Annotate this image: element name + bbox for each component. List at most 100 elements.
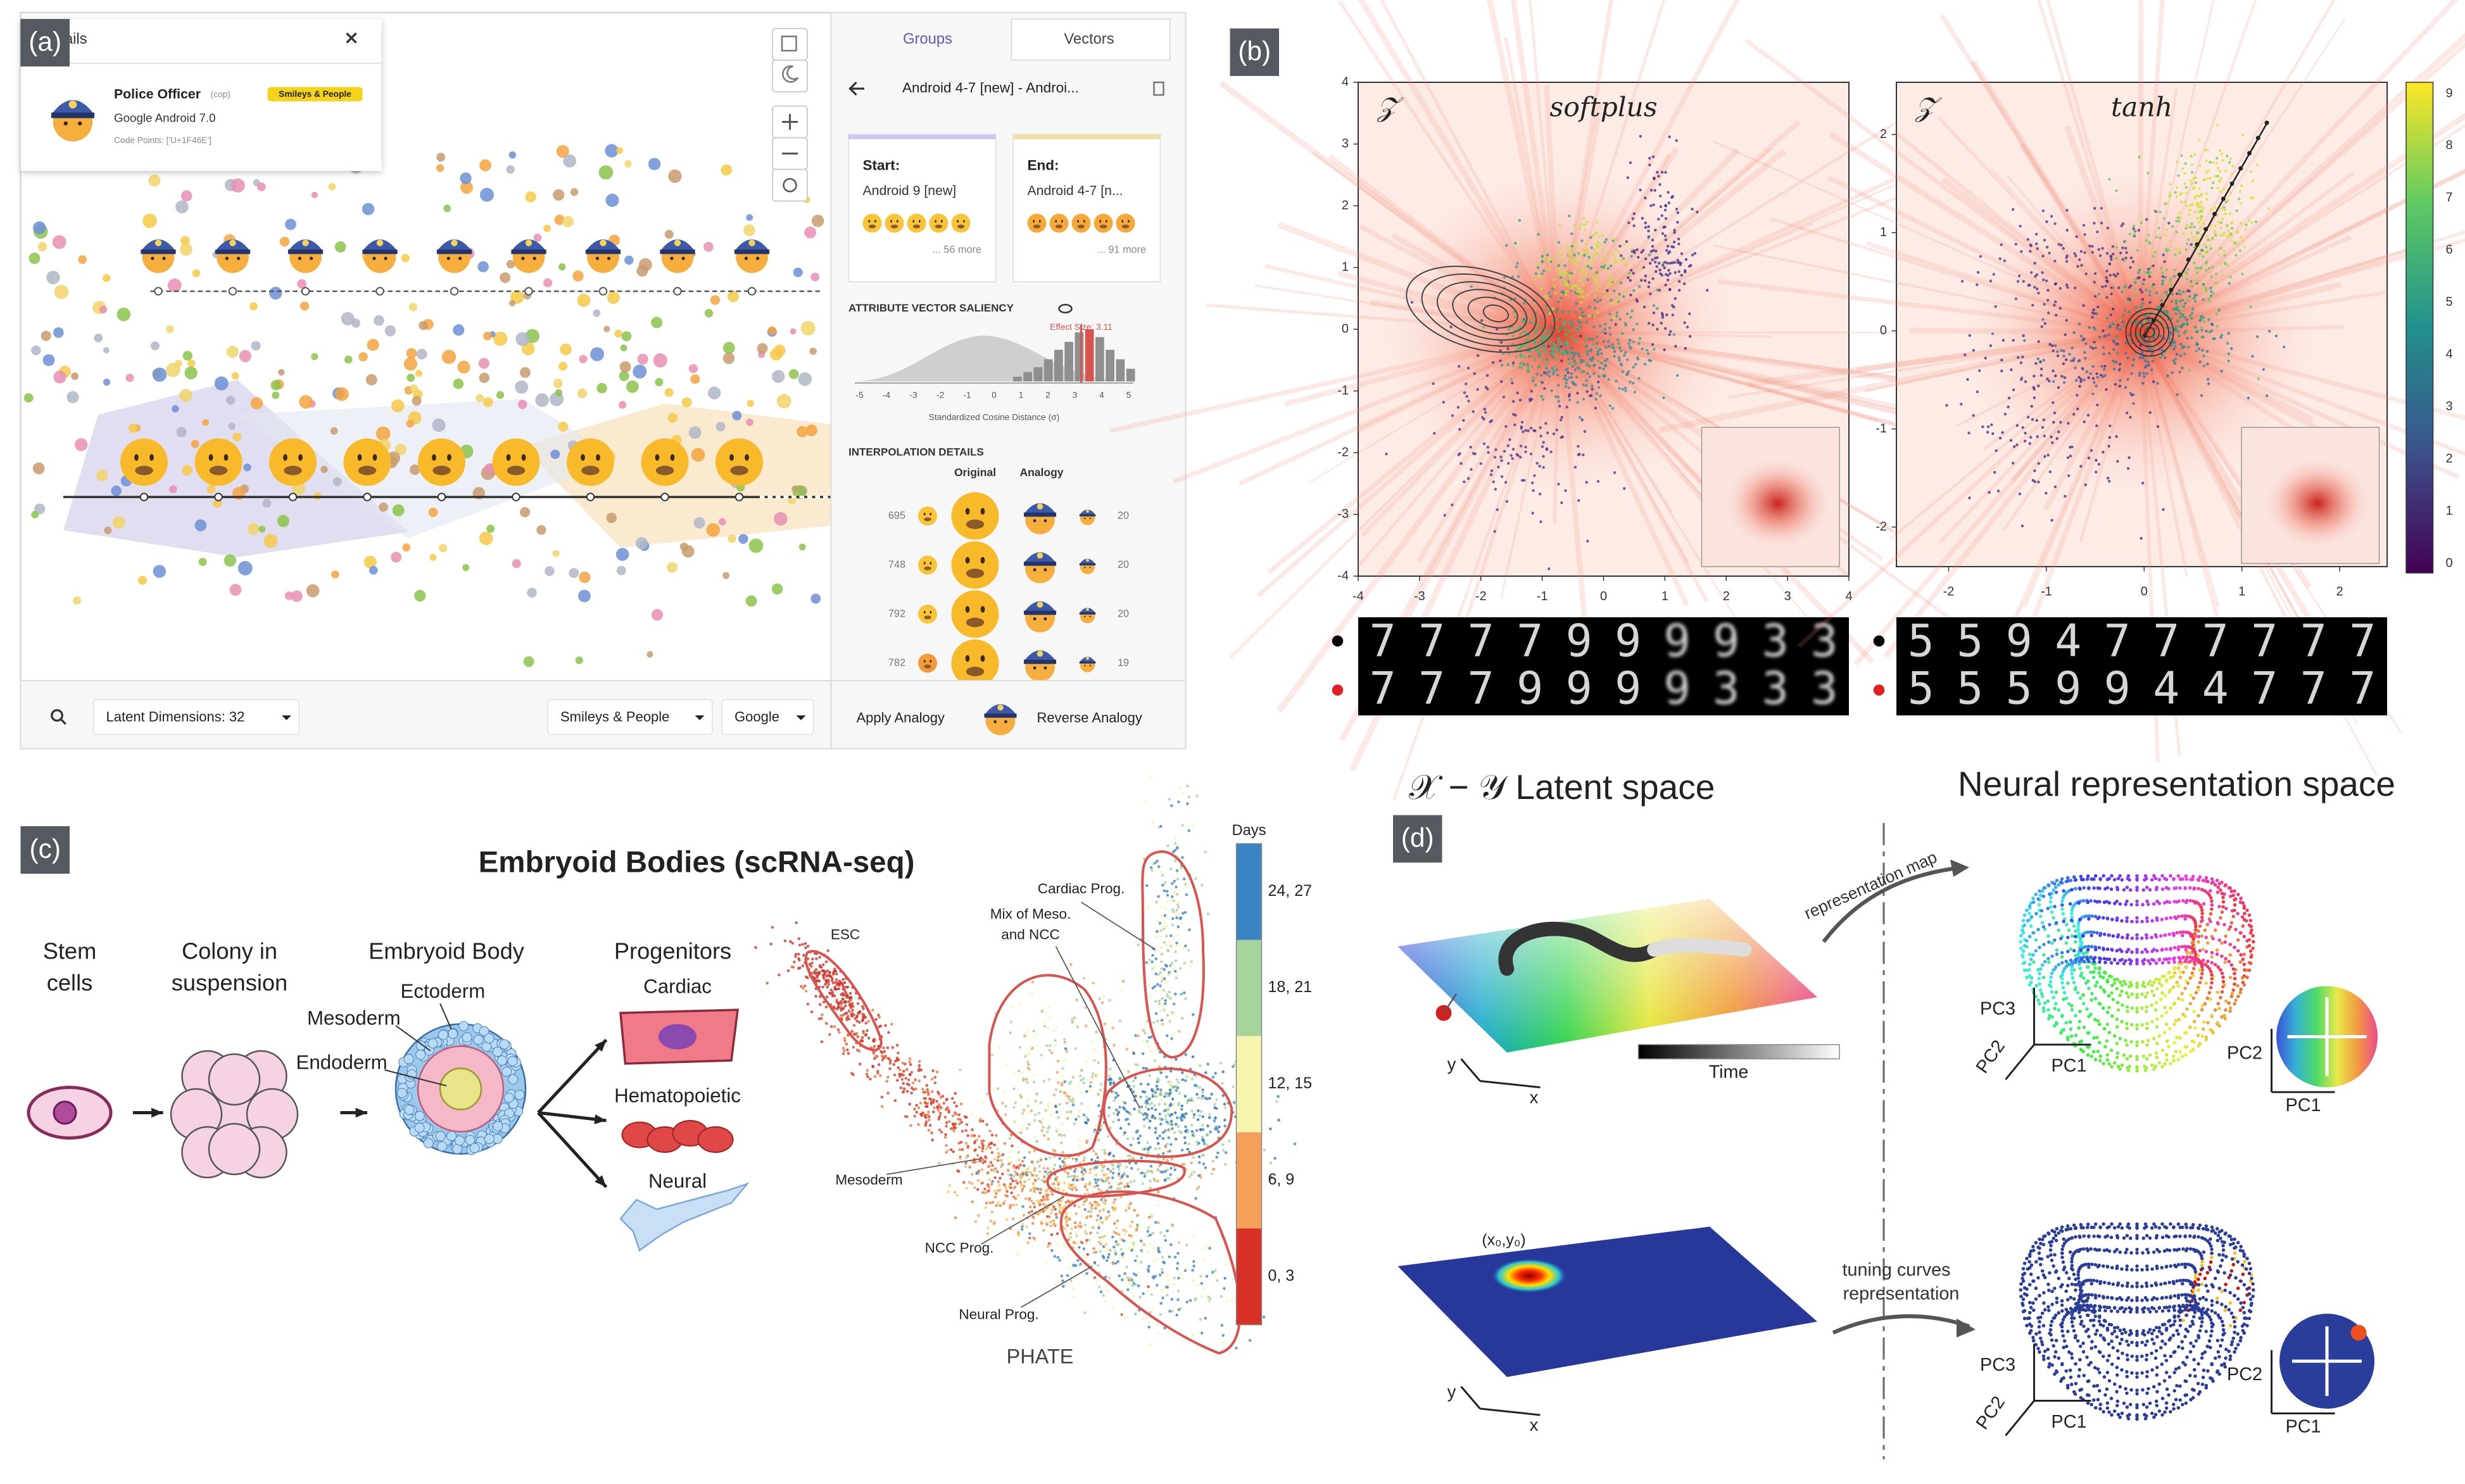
label: -2 — [1943, 584, 1955, 598]
latent-point — [1979, 255, 1983, 258]
latent-point — [2020, 250, 2023, 253]
latent-point — [2227, 230, 2230, 233]
latent-point — [1583, 430, 1587, 433]
cell-point — [1133, 1076, 1137, 1079]
latent-point — [1672, 333, 1676, 336]
cell-point — [1083, 1185, 1087, 1188]
cell-dot — [415, 1049, 426, 1060]
icon-recenter — [783, 178, 797, 192]
latent-point — [2219, 263, 2222, 267]
cell-dot — [462, 1032, 472, 1043]
latent-point — [1576, 352, 1580, 355]
label: Apply Analogy — [857, 710, 945, 726]
cell-point — [995, 1192, 998, 1195]
emoji-brim — [660, 249, 695, 255]
latent-point — [2202, 289, 2205, 292]
latent-point — [2053, 300, 2057, 303]
cell-dot — [435, 1131, 446, 1141]
emoji — [169, 485, 177, 493]
cell-point — [793, 960, 796, 964]
emoji-badge — [748, 239, 755, 246]
latent-point — [2100, 365, 2103, 368]
emoji — [369, 565, 378, 575]
latent-point — [1598, 284, 1601, 287]
label: Original — [954, 466, 996, 479]
latent-point — [2054, 313, 2058, 317]
latent-point — [2241, 272, 2244, 276]
latent-point — [2079, 249, 2083, 253]
latent-point — [2178, 211, 2181, 215]
cell-point — [1207, 1116, 1211, 1119]
latent-point — [1670, 261, 1674, 265]
emoji — [619, 361, 631, 373]
cell-point — [1124, 1118, 1128, 1121]
cell-point — [844, 991, 848, 995]
cell-point — [833, 985, 836, 989]
latent-point — [1538, 465, 1541, 468]
colorbar — [2405, 82, 2434, 574]
cell-point — [955, 1193, 959, 1197]
digit: 7 — [1370, 663, 1396, 715]
cell-point — [861, 1016, 865, 1019]
latent-point — [1582, 217, 1586, 220]
latent-point — [2174, 307, 2177, 310]
latent-point — [1570, 376, 1573, 379]
cell-point — [1026, 1081, 1029, 1084]
cell-point — [1043, 1175, 1046, 1179]
cell-point — [1191, 1133, 1195, 1137]
latent-point — [2197, 254, 2201, 258]
cell-point — [1128, 1207, 1131, 1210]
cell-point — [966, 1145, 970, 1148]
cell-point — [1040, 1010, 1044, 1013]
latent-point — [2052, 369, 2055, 373]
latent-point — [2116, 272, 2119, 275]
digit: 4 — [2055, 615, 2081, 667]
label: 5 — [1126, 391, 1132, 400]
cell-point — [1137, 1141, 1140, 1145]
latent-point — [2181, 346, 2184, 349]
cell-point — [1068, 1217, 1071, 1221]
latent-point — [1542, 269, 1546, 272]
cell-point — [1112, 1082, 1116, 1085]
latent-point — [1538, 352, 1541, 355]
label: 2 — [1045, 391, 1050, 400]
latent-point — [2065, 318, 2068, 322]
latent-point — [2222, 232, 2226, 235]
emoji — [277, 515, 289, 527]
latent-point — [2179, 343, 2183, 346]
latent-point — [2197, 267, 2200, 270]
emoji-eye — [1077, 220, 1080, 223]
label: 0 — [1880, 324, 1887, 337]
latent-point — [1457, 365, 1461, 368]
latent-point — [1517, 325, 1521, 329]
latent-point — [1619, 281, 1623, 285]
cell-point — [1090, 1204, 1094, 1207]
latent-point — [1565, 342, 1568, 346]
latent-point — [1625, 312, 1629, 316]
latent-point — [2096, 375, 2100, 379]
latent-point — [2065, 260, 2069, 263]
latent-point — [2207, 318, 2210, 321]
latent-point — [1595, 335, 1599, 338]
latent-point — [2185, 191, 2188, 195]
latent-point — [2037, 462, 2040, 465]
emoji — [637, 353, 648, 365]
cell-point — [824, 1005, 828, 1009]
cell-point — [1020, 1071, 1024, 1075]
interp-node — [288, 493, 298, 501]
latent-point — [2166, 201, 2169, 204]
emoji — [230, 178, 245, 193]
caret — [796, 715, 806, 720]
latent-point — [1653, 177, 1656, 180]
latent-point — [2159, 236, 2162, 239]
cell-point — [911, 1081, 915, 1085]
cell-point — [1092, 981, 1095, 985]
cell-point — [938, 1128, 942, 1131]
cell-point — [825, 995, 829, 999]
cell-point — [1010, 1191, 1013, 1195]
cell-point — [926, 1113, 930, 1117]
cell-point — [993, 1220, 997, 1224]
emoji — [721, 164, 733, 176]
latent-point — [2169, 284, 2172, 287]
cell-point — [1008, 1206, 1012, 1209]
